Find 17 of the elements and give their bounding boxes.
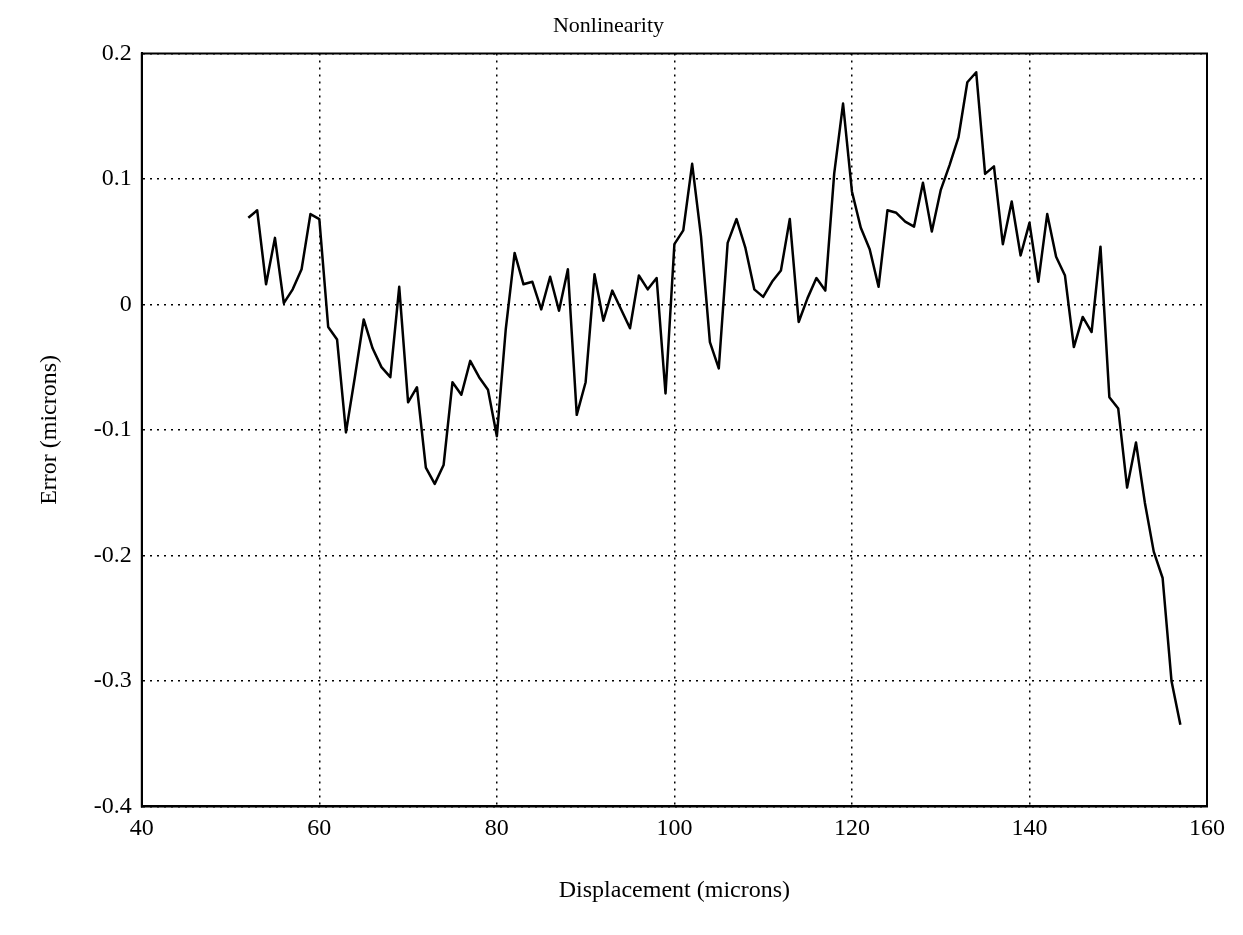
x-tick-label: 60 <box>307 814 332 841</box>
y-tick-label: -0.1 <box>93 415 132 442</box>
y-tick-label: 0 <box>119 289 132 316</box>
chart-title: Nonlinearity <box>552 11 665 37</box>
y-tick-label: -0.3 <box>93 666 132 693</box>
x-axis-title: Displacement (microns) <box>558 875 791 902</box>
y-tick-label: -0.4 <box>93 791 132 818</box>
y-axis-title: Error (microns) <box>34 354 61 505</box>
y-tick-label: 0.1 <box>101 164 132 191</box>
x-tick-label: 40 <box>129 814 154 841</box>
x-tick-label: 100 <box>656 814 693 841</box>
x-tick-label: 160 <box>1189 814 1225 841</box>
x-tick-label: 140 <box>1011 814 1048 841</box>
x-tick-label: 120 <box>833 814 870 841</box>
x-tick-label: 80 <box>484 814 509 841</box>
y-tick-label: 0.2 <box>101 38 132 65</box>
y-tick-label: -0.2 <box>93 540 132 567</box>
